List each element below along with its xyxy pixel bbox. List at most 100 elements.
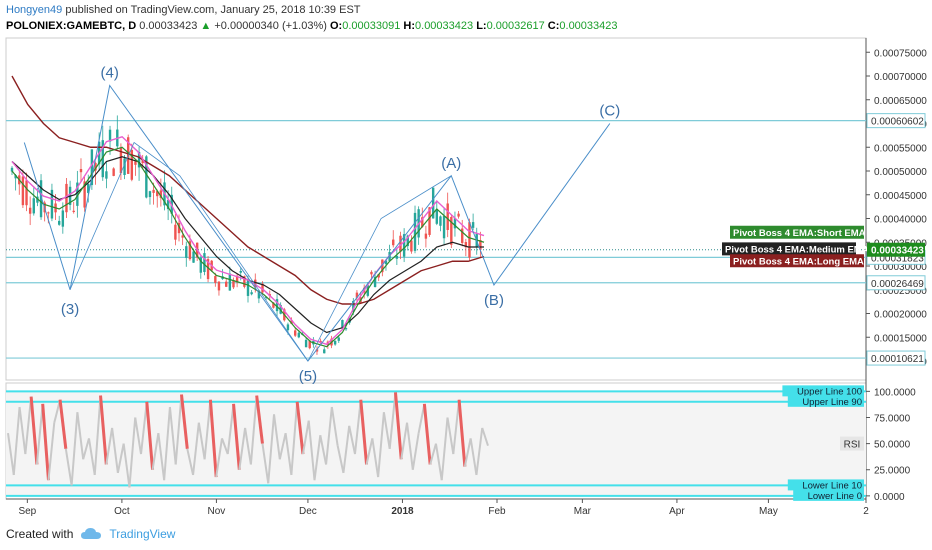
x-tick-label: Mar <box>574 506 592 517</box>
rsi-band-label: Lower Line 0 <box>808 491 862 502</box>
candle-body <box>290 320 293 324</box>
candle-body <box>315 349 319 352</box>
rsi-band-tag <box>787 479 864 491</box>
rsi-line-segment <box>87 438 96 476</box>
candle-body <box>166 200 170 210</box>
y-tick-label: 0.00055000 <box>874 143 927 154</box>
rsi-band-tag <box>793 489 864 501</box>
candle-body <box>286 324 290 331</box>
candle-body <box>119 147 123 174</box>
candle-body <box>76 182 79 206</box>
rsi-line-segment <box>434 443 443 481</box>
indicator-label: Pivot Boss 4 EMA:Medium EMA <box>725 244 869 255</box>
rsi-line-segment <box>208 399 218 478</box>
rsi-line-segment <box>215 438 223 478</box>
indicator-tag <box>730 254 864 268</box>
low-label: L: <box>476 20 487 32</box>
wave-label: (A) <box>441 155 461 172</box>
rsi-line-segment <box>99 395 108 465</box>
rsi-line-segment <box>348 425 356 455</box>
rsi-line-segment <box>261 443 270 484</box>
rsi-line-segment <box>255 395 264 444</box>
candle-body <box>272 302 275 308</box>
candle-body <box>10 167 14 172</box>
rsi-line-segment <box>301 420 310 455</box>
rsi-line-segment <box>249 395 258 465</box>
candle-body <box>366 285 370 296</box>
rsi-line-segment <box>140 401 148 455</box>
candle-body <box>439 216 442 226</box>
candle-body <box>159 190 163 199</box>
candle-body <box>148 191 152 198</box>
rsi-line-segment <box>330 406 339 446</box>
candle-body <box>355 292 359 298</box>
candle-body <box>203 253 206 272</box>
candle-body <box>395 255 399 259</box>
candle-body <box>450 216 453 245</box>
candle-body <box>246 280 250 296</box>
rsi-band-label: Upper Line 90 <box>802 397 862 408</box>
low-value: 0.00032617 <box>486 20 545 32</box>
candle-body <box>479 240 482 250</box>
candle-body <box>87 183 90 193</box>
candle-body <box>123 158 126 176</box>
open-value: 0.00033091 <box>342 20 401 32</box>
rsi-line-segment <box>353 399 362 455</box>
level-label: 0.00031823 <box>871 253 924 264</box>
candle-body <box>239 271 242 273</box>
rsi-line-segment <box>174 394 183 465</box>
y-tick-label: 0.00050000 <box>874 167 927 178</box>
high-value: 0.00033423 <box>415 20 474 32</box>
rsi-line-segment <box>145 401 155 470</box>
y-tick-label: 0.00075000 <box>874 48 927 59</box>
rsi-line-segment <box>180 394 189 449</box>
wave-label: (5) <box>299 368 317 385</box>
candle-body <box>61 210 65 227</box>
rsi-line-segment <box>273 414 281 460</box>
x-tick-label: Feb <box>488 506 506 517</box>
rsi-line-segment <box>440 417 449 481</box>
candle-body <box>243 276 246 287</box>
candle-body <box>108 129 112 142</box>
candle-body <box>225 281 228 287</box>
candle-body <box>228 273 232 291</box>
rsi-line-segment <box>267 414 276 484</box>
rsi-line-segment <box>411 433 420 470</box>
main-pane <box>5 37 867 381</box>
rsi-line-segment <box>35 403 44 465</box>
candle-body <box>65 183 68 213</box>
x-tick-label: Oct <box>114 506 130 517</box>
y-tick-label: 0.00065000 <box>874 96 927 107</box>
rsi-line-segment <box>452 399 461 455</box>
candle-body <box>137 152 141 168</box>
rsi-line-segment <box>388 392 397 449</box>
rsi-line-segment <box>64 448 73 486</box>
candle-body <box>232 280 235 288</box>
tradingview-brand[interactable]: TradingView <box>109 527 176 541</box>
rsi-line-segment <box>221 438 229 455</box>
price-change: +0.00000340 (+1.03%) <box>214 20 327 32</box>
candle-body <box>373 276 377 288</box>
x-tick-label: Sep <box>18 506 36 517</box>
symbol-label[interactable]: POLONIEX:GAMEBTC, D <box>6 20 137 32</box>
candle-body <box>134 161 137 165</box>
short-ema-line <box>11 146 485 348</box>
wave-label: (C) <box>599 103 620 120</box>
candle-body <box>297 332 301 338</box>
rsi-line-segment <box>157 433 166 481</box>
candle-body <box>217 281 221 291</box>
candle-body <box>152 189 155 193</box>
candle-body <box>185 246 188 258</box>
publish-text: published on TradingView.com, January 25… <box>65 4 361 16</box>
candle-body <box>94 162 97 171</box>
rsi-line-segment <box>406 422 414 470</box>
rsi-line-segment <box>463 438 472 467</box>
rsi-line-segment <box>359 399 369 465</box>
author-link[interactable]: Hongyen49 <box>6 4 63 16</box>
rsi-line-segment <box>278 432 287 460</box>
y-tick-label: 0.00040000 <box>874 215 927 226</box>
candle-body <box>105 171 108 179</box>
candle-body <box>235 275 239 283</box>
candle-body <box>413 212 417 251</box>
